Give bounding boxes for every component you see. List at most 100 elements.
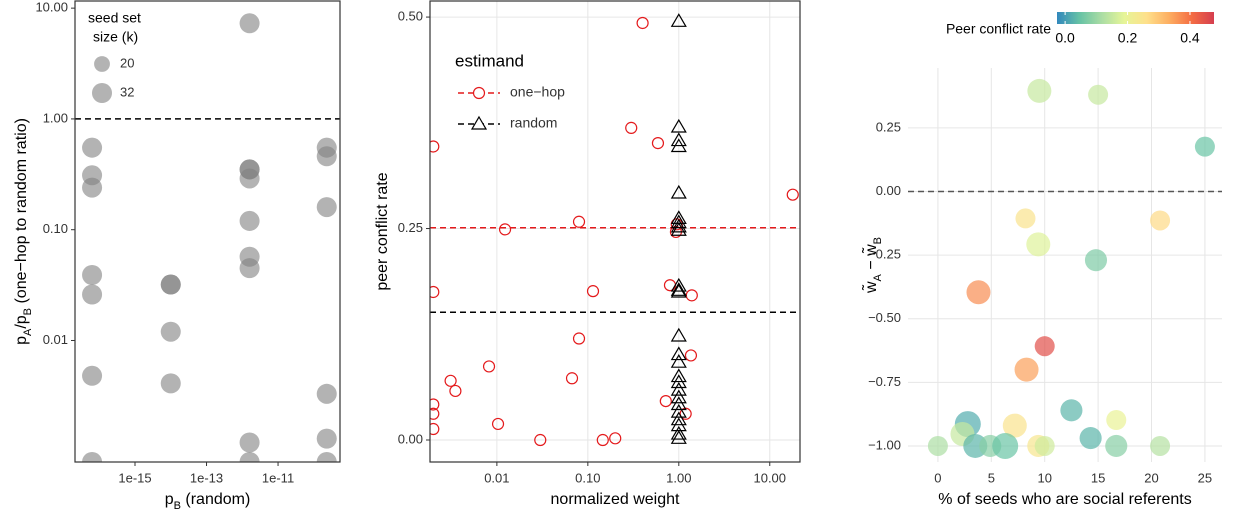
y-axis-label-part: /p (13, 315, 30, 328)
x-axis-label-part: normalized weight (551, 491, 681, 508)
point (239, 168, 260, 189)
y-tick-label: −1.00 (868, 437, 901, 452)
point (430, 407, 440, 420)
point (430, 398, 440, 411)
point (316, 383, 337, 404)
point (670, 118, 687, 133)
point (670, 327, 687, 342)
point (239, 432, 260, 453)
y-tick-label: −0.50 (868, 310, 901, 325)
y-tick-label: 10.00 (35, 0, 68, 15)
y-tick-label: −0.25 (868, 247, 901, 262)
point (430, 140, 440, 153)
point (534, 433, 547, 447)
point (670, 411, 687, 426)
point (966, 280, 991, 305)
legend-marker (470, 115, 488, 130)
point (491, 417, 505, 431)
plot-frame (429, 0, 801, 463)
point (316, 451, 337, 462)
x-axis-label: normalized weight (551, 491, 681, 508)
point (1150, 435, 1171, 456)
points (82, 13, 337, 462)
point (444, 374, 457, 387)
x-axis-label-part: B (174, 500, 181, 512)
points (927, 78, 1215, 459)
point (596, 433, 609, 447)
point (659, 394, 672, 408)
x-tick-label: 25 (1198, 470, 1212, 485)
x-tick-label: 20 (1144, 470, 1158, 485)
point (1194, 136, 1215, 157)
x-axis-label-part: (random) (181, 491, 250, 508)
point (927, 435, 948, 456)
point (670, 214, 687, 229)
point (670, 277, 687, 292)
point (565, 372, 579, 385)
colorbar (1057, 12, 1214, 24)
point (430, 422, 440, 436)
point (1034, 336, 1055, 357)
point (1034, 435, 1055, 456)
y-axis-label-part: A (22, 328, 34, 336)
plot-background (908, 68, 1222, 462)
y-tick-label: 0.25 (398, 220, 423, 235)
y-tick-label: 0.01 (43, 332, 68, 347)
y-axis-label-part: B (872, 237, 884, 244)
point (316, 197, 337, 218)
point (670, 374, 687, 389)
point (1027, 78, 1052, 103)
y-axis-label-part: (one−hop to random ratio) (13, 118, 30, 308)
legend-title: size (k) (93, 29, 138, 45)
x-tick-label: 10 (1037, 470, 1051, 485)
point (609, 432, 622, 445)
x-tick-label: 1e-15 (118, 470, 151, 485)
point (430, 285, 440, 299)
plot-background (430, 1, 800, 462)
point (82, 264, 103, 286)
point (1014, 357, 1039, 382)
x-axis-label-part: % of seeds who are social referents (938, 491, 1191, 508)
legend-label: 32 (120, 84, 134, 99)
x-tick-label: 1.00 (666, 470, 691, 485)
point (239, 451, 260, 462)
plot-frame (74, 0, 341, 463)
point (160, 274, 181, 295)
point (992, 432, 1019, 459)
point (670, 381, 687, 396)
y-axis-label-part: peer conflict rate (374, 172, 391, 290)
point (449, 384, 462, 398)
x-tick-label: 0.01 (484, 470, 509, 485)
y-tick-label: 0.10 (43, 221, 68, 236)
y-tick-label: 0.50 (398, 9, 423, 24)
legend-marker (472, 86, 486, 100)
point (1015, 208, 1036, 229)
y-axis-label-part: A (872, 273, 884, 281)
point (670, 353, 687, 368)
point (82, 284, 103, 305)
legend-marker (94, 56, 110, 72)
point (670, 132, 687, 147)
point (670, 184, 687, 199)
x-tick-label: 1e-11 (262, 470, 294, 485)
point (239, 13, 260, 34)
point (670, 222, 687, 236)
plot-background (75, 1, 340, 462)
point (1084, 249, 1108, 272)
y-tick-label: 0.00 (876, 183, 901, 198)
colorbar-title: Peer conflict rate (946, 21, 1051, 37)
point (239, 258, 260, 279)
point (1002, 413, 1027, 438)
point (498, 223, 512, 236)
x-axis-label: pB (random) (165, 491, 251, 512)
point (82, 137, 103, 158)
point (586, 285, 600, 298)
x-axis-label-part: p (165, 491, 174, 508)
legend-marker (91, 82, 113, 104)
legend-title: seed set (88, 10, 141, 26)
colorbar-tick-label: 0.2 (1118, 30, 1138, 46)
legend-label: one−hop (510, 84, 565, 100)
y-axis-label: peer conflict rate (374, 172, 391, 290)
point (316, 428, 337, 449)
